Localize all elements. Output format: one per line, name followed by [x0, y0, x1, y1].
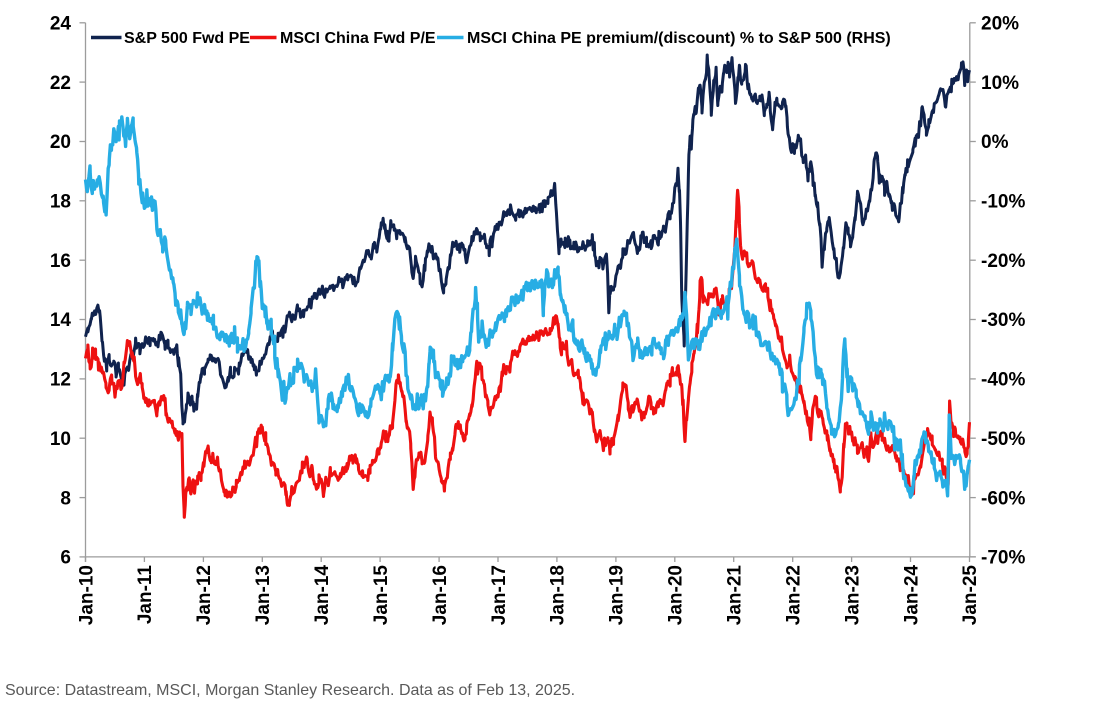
svg-text:Source: Datastream, MSCI, Morg: Source: Datastream, MSCI, Morgan Stanley…	[5, 682, 575, 699]
svg-text:Jan-20: Jan-20	[666, 565, 687, 625]
svg-text:24: 24	[50, 14, 72, 35]
svg-text:Jan-24: Jan-24	[901, 565, 922, 626]
svg-text:Jan-25: Jan-25	[960, 565, 981, 626]
svg-text:S&P 500 Fwd PE: S&P 500 Fwd PE	[124, 30, 250, 47]
svg-text:MSCI China Fwd P/E: MSCI China Fwd P/E	[280, 30, 436, 47]
svg-text:8: 8	[60, 488, 71, 509]
svg-text:Jan-16: Jan-16	[430, 565, 451, 625]
svg-text:-40%: -40%	[981, 370, 1025, 391]
svg-text:Jan-23: Jan-23	[842, 565, 863, 625]
svg-text:6: 6	[60, 548, 71, 569]
svg-text:-30%: -30%	[981, 310, 1025, 331]
svg-text:Jan-18: Jan-18	[548, 565, 569, 625]
svg-text:Jan-12: Jan-12	[194, 565, 215, 625]
svg-text:Jan-17: Jan-17	[489, 565, 510, 625]
svg-text:-10%: -10%	[981, 192, 1025, 213]
svg-text:0%: 0%	[981, 132, 1009, 153]
svg-text:Jan-14: Jan-14	[312, 565, 333, 626]
svg-text:-50%: -50%	[981, 429, 1025, 450]
svg-text:20: 20	[50, 132, 71, 153]
svg-text:18: 18	[50, 192, 71, 213]
svg-text:Jan-19: Jan-19	[607, 565, 628, 625]
svg-text:10%: 10%	[981, 73, 1019, 94]
svg-text:Jan-11: Jan-11	[135, 565, 156, 625]
svg-text:Jan-13: Jan-13	[253, 565, 274, 625]
svg-text:12: 12	[50, 370, 71, 391]
svg-text:Jan-10: Jan-10	[76, 565, 97, 625]
svg-text:10: 10	[50, 429, 71, 450]
svg-text:-70%: -70%	[981, 548, 1025, 569]
svg-text:14: 14	[50, 310, 72, 331]
svg-text:22: 22	[50, 73, 71, 94]
svg-text:-20%: -20%	[981, 251, 1025, 272]
svg-text:16: 16	[50, 251, 71, 272]
svg-text:Jan-21: Jan-21	[725, 565, 746, 626]
svg-text:20%: 20%	[981, 14, 1019, 35]
svg-text:-60%: -60%	[981, 488, 1025, 509]
svg-text:MSCI China PE premium/(discoun: MSCI China PE premium/(discount) % to S&…	[467, 30, 891, 47]
svg-text:Jan-22: Jan-22	[784, 565, 805, 625]
svg-text:Jan-15: Jan-15	[371, 565, 392, 626]
